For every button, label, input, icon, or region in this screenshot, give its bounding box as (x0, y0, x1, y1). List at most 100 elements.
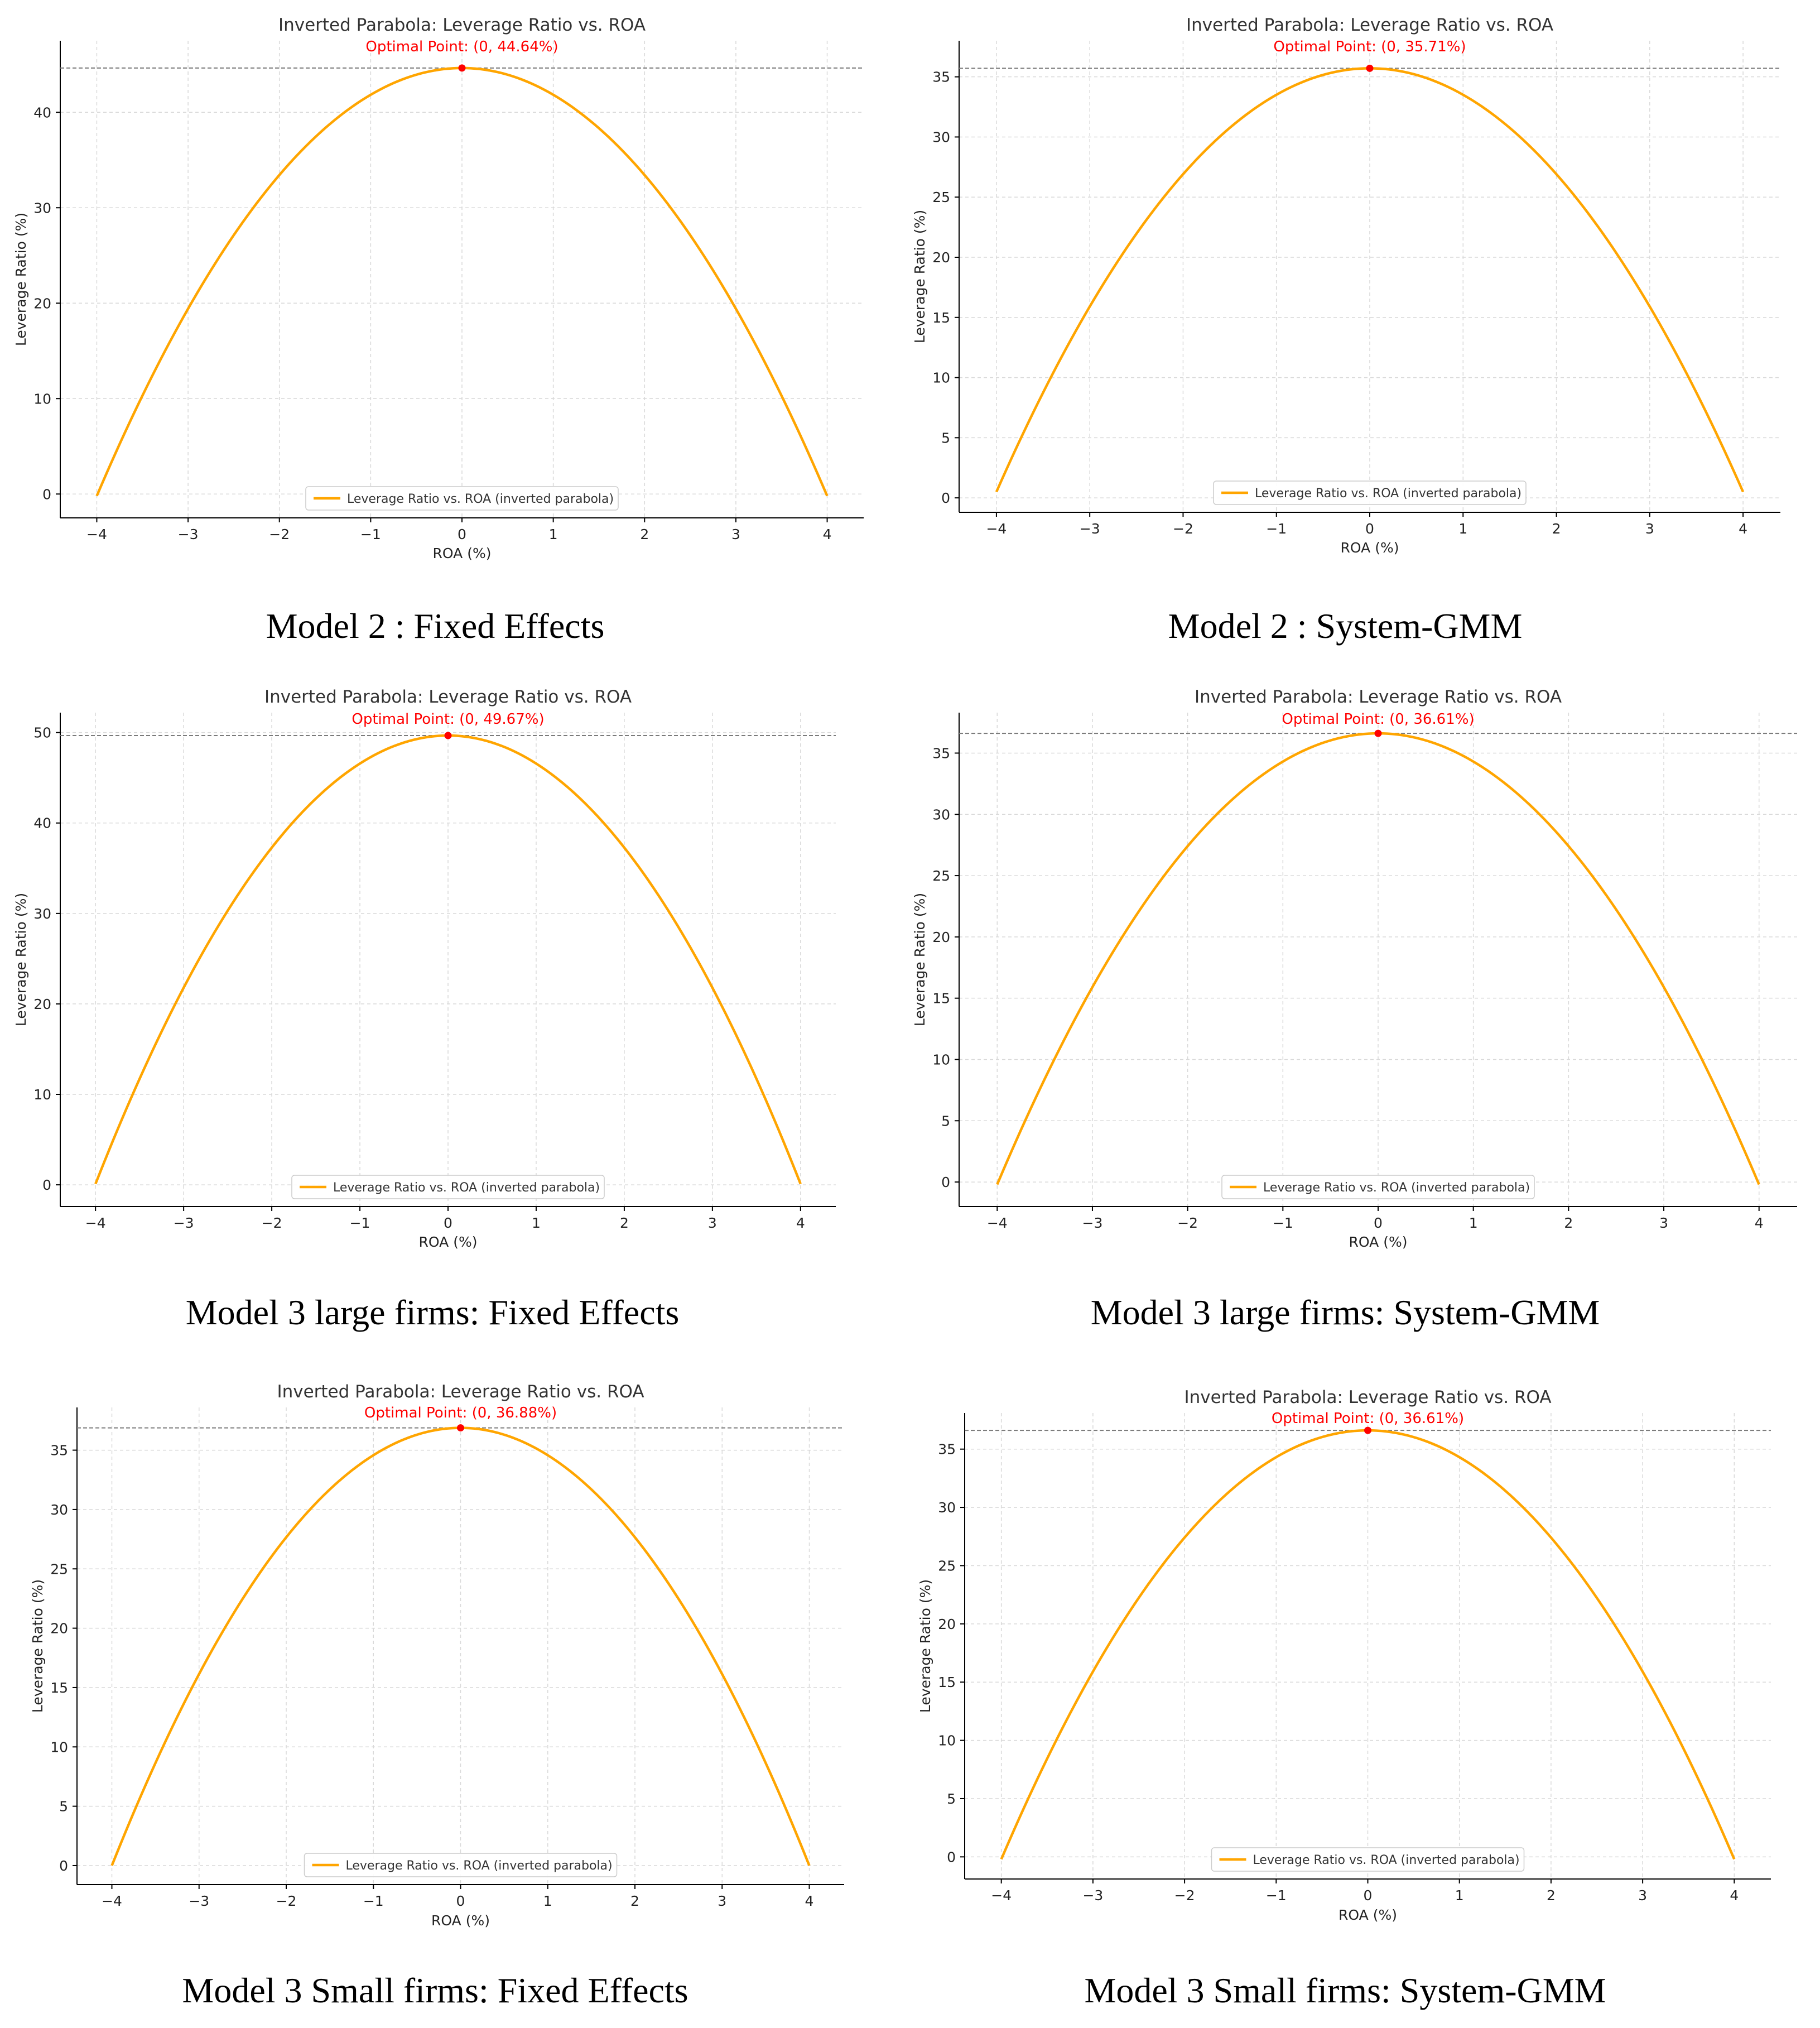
x-tick-label: 2 (630, 1893, 639, 1909)
y-tick-label: 15 (938, 1674, 956, 1690)
x-tick-label: −1 (1266, 1887, 1287, 1904)
x-tick-label: 1 (1455, 1887, 1464, 1904)
x-tick-label: 2 (1564, 1215, 1573, 1231)
x-tick-label: 0 (444, 1215, 452, 1231)
x-tick-label: 1 (549, 526, 558, 542)
legend-label: Leverage Ratio vs. ROA (inverted parabol… (333, 1181, 600, 1195)
y-tick-label: 5 (941, 430, 950, 446)
optimal-point-label: Optimal Point: (0, 36.88%) (364, 1405, 557, 1421)
y-tick-label: 20 (33, 295, 51, 311)
legend: Leverage Ratio vs. ROA (inverted parabol… (304, 1853, 618, 1877)
x-tick-label: 2 (1547, 1887, 1556, 1904)
legend-box (1221, 1175, 1535, 1199)
x-tick-label: −2 (1174, 1887, 1195, 1904)
y-tick-label: 25 (50, 1561, 68, 1577)
x-tick-label: 3 (708, 1215, 717, 1231)
grid (959, 41, 1780, 512)
x-tick-label: 0 (1374, 1215, 1383, 1231)
x-tick-label: −3 (178, 526, 199, 542)
optimal-point-marker (1374, 729, 1382, 737)
x-tick-label: −4 (102, 1893, 122, 1909)
x-tick-label: 0 (458, 526, 466, 542)
chart-caption: Model 2 : Fixed Effects (266, 606, 605, 646)
chart-title: Inverted Parabola: Leverage Ratio vs. RO… (1186, 15, 1553, 35)
chart-title: Inverted Parabola: Leverage Ratio vs. RO… (278, 15, 646, 35)
chart-caption: Model 3 Small firms: Fixed Effects (182, 1971, 688, 2010)
y-axis-label: Leverage Ratio (%) (30, 1579, 46, 1713)
y-tick-label: 20 (938, 1616, 956, 1632)
y-tick-label: 30 (50, 1502, 68, 1518)
legend-label: Leverage Ratio vs. ROA (inverted parabol… (347, 492, 614, 506)
x-tick-label: −4 (85, 1215, 106, 1231)
y-tick-label: 10 (50, 1739, 68, 1755)
y-tick-label: 35 (932, 69, 950, 85)
x-tick-label: 2 (620, 1215, 629, 1231)
y-tick-label: 25 (932, 189, 950, 205)
x-tick-label: −3 (174, 1215, 194, 1231)
legend-box (1213, 480, 1527, 505)
y-tick-label: 35 (938, 1441, 956, 1458)
x-tick-label: 4 (1755, 1215, 1764, 1231)
chart-svg: −4 −3 −2 −1 0 1 2 3 4 0 5 10 15 20 25 30 35 Inverted Para… (917, 1387, 1771, 1923)
y-tick-label: 5 (59, 1799, 68, 1815)
x-tick-label: −1 (1266, 521, 1287, 537)
grid (77, 1407, 844, 1885)
optimal-point-marker (457, 1424, 464, 1432)
x-tick-label: −2 (269, 526, 290, 542)
x-tick-label: 1 (1458, 521, 1467, 537)
y-tick-label: 5 (947, 1791, 956, 1807)
chart-title: Inverted Parabola: Leverage Ratio vs. RO… (264, 687, 632, 707)
y-tick-label: 25 (938, 1558, 956, 1574)
x-tick-label: −3 (1082, 1215, 1103, 1231)
y-tick-label: 15 (932, 991, 950, 1007)
x-tick-label: 4 (1739, 521, 1747, 537)
x-tick-label: −1 (363, 1893, 384, 1909)
x-tick-label: −4 (991, 1887, 1012, 1904)
x-tick-label: 3 (1659, 1215, 1668, 1231)
y-tick-label: 10 (932, 370, 950, 386)
legend-label: Leverage Ratio vs. ROA (inverted parabol… (1253, 1853, 1520, 1867)
y-tick-label: 0 (941, 1174, 950, 1190)
x-tick-label: −1 (360, 526, 381, 542)
y-tick-label: 40 (33, 104, 51, 121)
y-tick-label: 10 (33, 391, 51, 407)
y-tick-label: 10 (33, 1087, 51, 1103)
grid (959, 713, 1797, 1207)
x-axis-label: ROA (%) (419, 1234, 478, 1250)
chart-svg: −4 −3 −2 −1 0 1 2 3 4 0 5 10 15 20 25 30 35 Inverted Para… (912, 15, 1780, 556)
x-tick-label: −3 (189, 1893, 209, 1909)
x-tick-label: −2 (276, 1893, 297, 1909)
legend-box (305, 486, 619, 511)
optimal-point-label: Optimal Point: (0, 36.61%) (1282, 711, 1474, 728)
y-tick-label: 15 (50, 1680, 68, 1696)
y-tick-label: 15 (932, 310, 950, 326)
y-tick-label: 20 (50, 1621, 68, 1637)
chart-panel-model2-fixed-effects: −4 −3 −2 −1 0 1 2 3 4 0 10 20 30 40 Inverted Parabola:… (0, 0, 910, 675)
chart-panel-model2-system-gmm: −4 −3 −2 −1 0 1 2 3 4 0 5 10 15 20 25 30 35 Inverted Para… (910, 0, 1820, 675)
x-tick-label: −4 (86, 526, 107, 542)
x-tick-label: 2 (1552, 521, 1561, 537)
x-tick-label: 3 (718, 1893, 726, 1909)
x-tick-label: −3 (1080, 521, 1100, 537)
legend-label: Leverage Ratio vs. ROA (inverted parabol… (1263, 1181, 1530, 1195)
legend-label: Leverage Ratio vs. ROA (inverted parabol… (1255, 487, 1522, 501)
optimal-point-marker (444, 732, 452, 739)
x-tick-label: 4 (823, 526, 832, 542)
chart-panel-model3-large-system-gmm: −4 −3 −2 −1 0 1 2 3 4 0 5 10 15 20 25 30 35 Inverted Para… (910, 675, 1820, 1362)
x-tick-label: 1 (532, 1215, 541, 1231)
x-tick-label: 1 (1469, 1215, 1478, 1231)
x-tick-label: 3 (731, 526, 740, 542)
x-tick-label: 3 (1638, 1887, 1647, 1904)
y-tick-label: 25 (932, 868, 950, 884)
chart-panel-model3-small-system-gmm: −4 −3 −2 −1 0 1 2 3 4 0 5 10 15 20 25 30 35 Inverted Para… (910, 1362, 1820, 2028)
legend-box (304, 1853, 618, 1877)
y-tick-label: 20 (33, 996, 51, 1012)
chart-title: Inverted Parabola: Leverage Ratio vs. RO… (1184, 1387, 1551, 1407)
y-tick-label: 35 (932, 745, 950, 761)
x-tick-label: −2 (1173, 521, 1193, 537)
y-tick-label: 50 (33, 725, 51, 741)
x-tick-label: 4 (796, 1215, 805, 1231)
x-tick-label: 1 (543, 1893, 552, 1909)
x-tick-label: 0 (456, 1893, 465, 1909)
